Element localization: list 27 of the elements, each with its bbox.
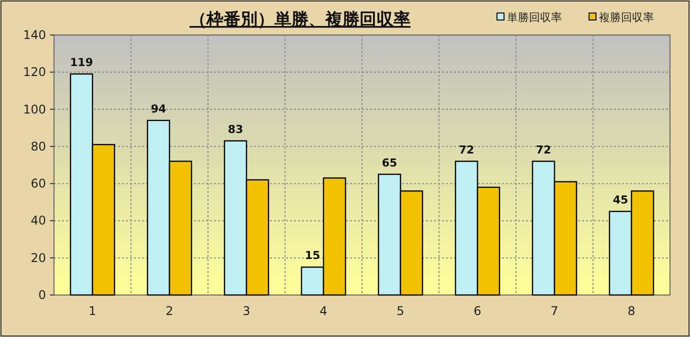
x-tick-label: 8 <box>628 304 636 318</box>
data-label: 65 <box>382 156 398 170</box>
y-tick-label: 140 <box>23 28 46 42</box>
data-label: 83 <box>228 122 244 136</box>
y-tick-label: 80 <box>30 139 46 154</box>
y-tick-label: 120 <box>23 65 46 80</box>
x-tick-label: 4 <box>320 304 328 318</box>
legend-label: 複勝回収率 <box>599 11 654 24</box>
data-label: 15 <box>304 249 320 262</box>
legend-label: 単勝回収率 <box>507 11 562 24</box>
x-tick-label: 5 <box>396 304 404 318</box>
data-label: 72 <box>536 143 552 156</box>
x-tick-label: 7 <box>550 304 558 318</box>
x-tick-label: 2 <box>166 304 174 318</box>
y-tick-label: 40 <box>30 214 46 228</box>
x-tick-label: 6 <box>474 304 482 318</box>
data-label: 119 <box>70 56 93 69</box>
x-tick-label: 1 <box>88 304 96 318</box>
y-tick-label: 60 <box>30 176 46 191</box>
y-tick-label: 100 <box>23 102 46 116</box>
x-tick-label: 3 <box>242 304 250 318</box>
data-label: 72 <box>458 143 474 156</box>
data-label: 45 <box>612 193 628 206</box>
data-label: 94 <box>150 102 166 116</box>
y-tick-label: 0 <box>38 288 46 302</box>
chart-title: （枠番別）単勝、複勝回収率 <box>190 10 410 30</box>
y-tick-label: 20 <box>30 250 46 265</box>
